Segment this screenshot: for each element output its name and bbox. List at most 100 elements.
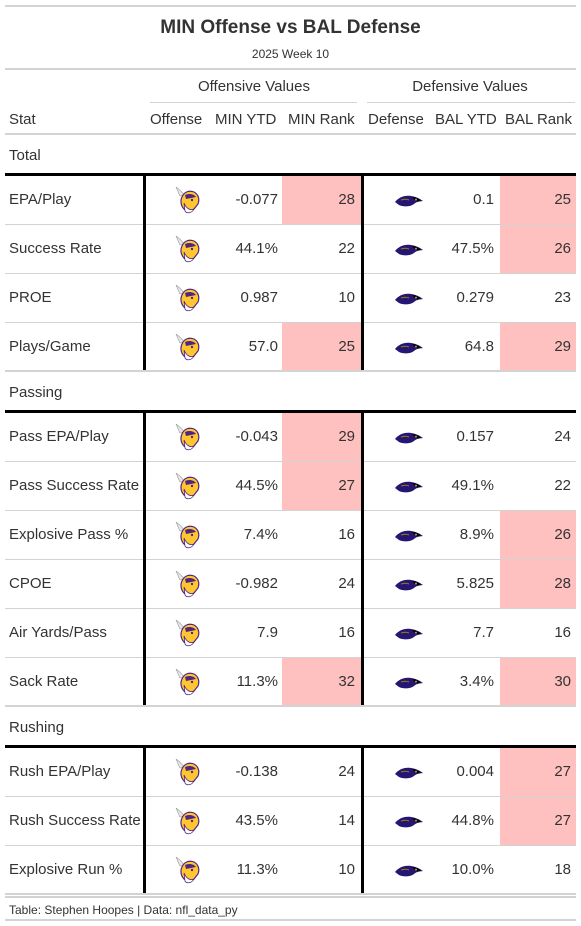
stat-name: Success Rate [9,240,102,257]
ravens-logo-icon [394,285,424,313]
ravens-logo-icon [394,187,424,215]
row-divider [5,461,576,462]
column-separator [361,175,364,371]
min-ytd-value: -0.077 [235,191,278,208]
bal-rank-value: 26 [554,526,571,543]
group-label: Passing [9,384,63,401]
bal-rank-value: 30 [554,673,571,690]
group-divider [5,410,576,413]
bal-rank-value: 22 [554,477,571,494]
group-end-rule [5,370,576,372]
stat-name: Explosive Run % [9,861,123,878]
column-header-rule [5,133,576,135]
min-rank-value: 22 [338,240,355,257]
table-row: Air Yards/Pass 7.9 16 7.7 16 [5,609,576,658]
ravens-logo-icon [394,571,424,599]
min-ytd-value: -0.138 [235,763,278,780]
rank-highlight [500,225,576,273]
stat-name: Air Yards/Pass [9,624,107,641]
vikings-logo-icon [174,285,204,313]
row-divider [5,559,576,560]
col-head-bal-ytd: BAL YTD [435,111,497,128]
row-divider [5,273,576,274]
bal-rank-value: 29 [554,338,571,355]
bal-rank-value: 27 [554,812,571,829]
rank-highlight [500,176,576,224]
min-rank-value: 25 [338,338,355,355]
table-row: PROE 0.987 10 0.279 23 [5,274,576,323]
group-label: Total [9,147,41,164]
table-row: Rush EPA/Play -0.138 24 0.004 27 [5,748,576,797]
stat-name: Rush EPA/Play [9,763,111,780]
top-rule [5,5,576,7]
stat-name: EPA/Play [9,191,72,208]
table-subtitle: 2025 Week 10 [251,47,330,61]
rank-highlight [282,413,361,461]
vikings-logo-icon [174,424,204,452]
table-row: Explosive Pass % 7.4% 16 8.9% 26 [5,511,576,560]
bal-ytd-value: 0.279 [456,289,494,306]
vikings-logo-icon [174,187,204,215]
rank-highlight [500,560,576,608]
row-divider [5,657,576,658]
bal-rank-value: 25 [554,191,571,208]
min-ytd-value: 0.987 [240,289,278,306]
bal-rank-value: 26 [554,240,571,257]
column-separator [361,747,364,894]
rank-highlight [500,748,576,796]
row-divider [5,608,576,609]
min-rank-value: 16 [338,624,355,641]
rank-highlight [282,658,361,706]
spanner-defensive-values: Defensive Values [412,78,528,95]
vikings-logo-icon [174,857,204,885]
bal-rank-value: 28 [554,575,571,592]
column-separator [143,747,146,894]
column-separator [143,412,146,706]
vikings-logo-icon [174,236,204,264]
bal-rank-value: 18 [554,861,571,878]
bal-ytd-value: 7.7 [473,624,494,641]
bal-ytd-value: 3.4% [459,673,494,690]
spanner-defense-line [367,102,575,103]
group-end-rule [5,705,576,707]
stat-name: Explosive Pass % [9,526,129,543]
col-head-min-rank: MIN Rank [288,111,355,128]
min-rank-value: 16 [338,526,355,543]
vikings-logo-icon [174,669,204,697]
stat-name: CPOE [9,575,52,592]
bal-ytd-value: 44.8% [451,812,494,829]
vikings-logo-icon [174,759,204,787]
min-rank-value: 24 [338,763,355,780]
min-ytd-value: 44.5% [235,477,278,494]
min-ytd-value: -0.043 [235,428,278,445]
table-title: MIN Offense vs BAL Defense [160,17,421,38]
table-row: EPA/Play -0.077 28 0.1 25 [5,176,576,225]
col-head-min-ytd: MIN YTD [215,111,277,128]
table-row: Sack Rate 11.3% 32 3.4% 30 [5,658,576,707]
table-row: Plays/Game 57.0 25 64.8 29 [5,323,576,372]
bal-ytd-value: 47.5% [451,240,494,257]
vikings-logo-icon [174,334,204,362]
min-ytd-value: 11.3% [236,673,278,690]
rank-highlight [500,511,576,559]
stat-name: Rush Success Rate [9,812,141,829]
row-divider [5,510,576,511]
table-footer: Table: Stephen Hoopes | Data: nfl_data_p… [9,903,238,917]
group-label: Rushing [9,719,65,736]
min-ytd-value: 7.4% [243,526,278,543]
table-row: Explosive Run % 11.3% 10 10.0% 18 [5,846,576,895]
col-head-offense: Offense [150,111,203,128]
row-divider [5,224,576,225]
vikings-logo-icon [174,522,204,550]
bal-ytd-value: 49.1% [451,477,494,494]
group-end-rule [5,893,576,895]
table-row: Pass Success Rate 44.5% 27 49.1% 22 [5,462,576,511]
bal-rank-value: 16 [554,624,571,641]
min-ytd-value: 44.1% [235,240,278,257]
bottom-rule [5,896,576,898]
table-row: Success Rate 44.1% 22 47.5% 26 [5,225,576,274]
row-divider [5,845,576,846]
rank-highlight [500,658,576,706]
col-head-bal-rank: BAL Rank [505,111,572,128]
bal-ytd-value: 8.9% [459,526,494,543]
